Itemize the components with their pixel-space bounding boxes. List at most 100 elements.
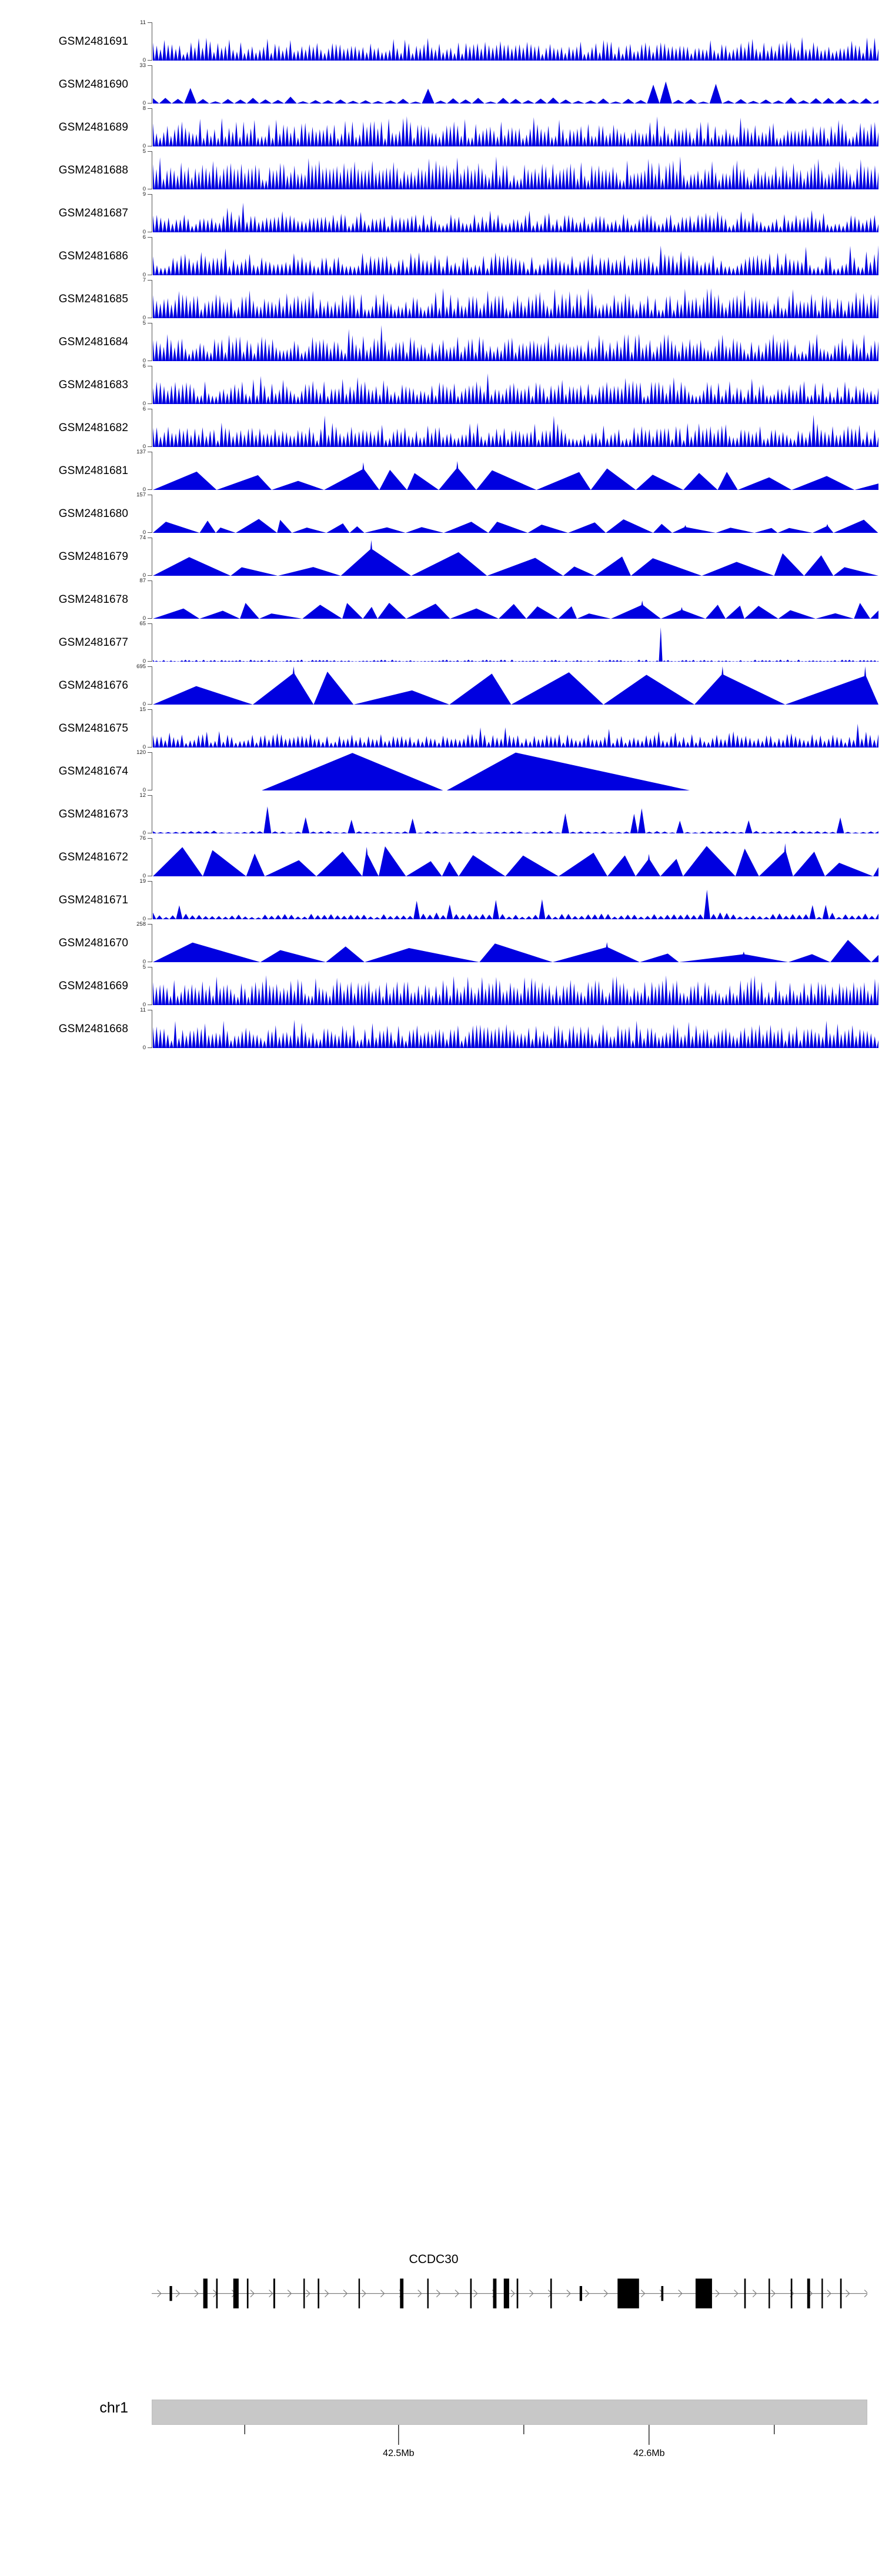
y-axis-min-label: 0 [142, 357, 146, 364]
y-axis-min-label: 0 [142, 743, 146, 750]
track-plot: 157 0 [136, 492, 882, 535]
coverage-plot [153, 538, 878, 576]
y-axis-tick-max [148, 838, 152, 839]
data-track: GSM2481688 5 0 [0, 149, 882, 192]
y-axis-max-label: 695 [136, 663, 146, 670]
y-axis-min-label: 0 [142, 872, 146, 879]
track-label: GSM2481669 [58, 979, 128, 992]
y-axis-tick-min [148, 489, 152, 490]
y-axis-min-label: 0 [142, 1001, 146, 1008]
y-axis-min-label: 0 [142, 443, 146, 450]
track-label: GSM2481689 [58, 121, 128, 134]
y-axis-max-label: 5 [142, 964, 146, 970]
track-label: GSM2481673 [58, 807, 128, 820]
coverage-plot [153, 967, 878, 1005]
y-axis-min-label: 0 [142, 486, 146, 493]
y-axis-max-label: 6 [142, 234, 146, 241]
track-label: GSM2481670 [58, 936, 128, 949]
y-axis-min-label: 0 [142, 400, 146, 407]
data-track: GSM2481686 6 0 [0, 235, 882, 278]
data-track: GSM2481674 120 0 [0, 750, 882, 793]
coverage-plot [153, 709, 878, 748]
y-axis-tick-max [148, 65, 152, 66]
coverage-plot [153, 452, 878, 490]
track-plot: 65 0 [139, 621, 882, 664]
y-axis-tick-max [148, 666, 152, 668]
y-axis-min-label: 0 [142, 915, 146, 922]
y-axis-max-label: 5 [142, 148, 146, 155]
y-axis-min-label: 0 [142, 700, 146, 708]
y-axis-min-label: 0 [142, 958, 146, 965]
track-label: GSM2481684 [58, 335, 128, 348]
y-axis-tick-min [148, 703, 152, 705]
y-axis-tick-min [148, 446, 152, 447]
track-plot: 74 0 [139, 535, 882, 578]
y-axis-min-label: 0 [142, 185, 146, 192]
y-axis-min-label: 0 [142, 56, 146, 64]
y-axis-max-label: 6 [142, 363, 146, 369]
y-axis-tick-max [148, 752, 152, 753]
track-plot: 11 0 [140, 20, 882, 63]
track-plot: 15 0 [139, 707, 882, 750]
gene-model-exons [152, 2275, 867, 2308]
y-axis-tick-max [148, 280, 152, 281]
y-axis-max-label: 258 [136, 921, 146, 927]
data-track: GSM2481678 87 0 [0, 578, 882, 621]
y-axis-min-label: 0 [142, 829, 146, 836]
coverage-plot [153, 65, 878, 104]
y-axis-tick-max [148, 237, 152, 238]
y-axis-tick-min [148, 746, 152, 748]
y-axis-tick-max [148, 151, 152, 152]
y-axis-min-label: 0 [142, 572, 146, 579]
data-track: GSM2481682 6 0 [0, 406, 882, 449]
coverage-plot [153, 752, 878, 790]
gene-name-label: CCDC30 [409, 2253, 459, 2266]
y-axis-tick-max [148, 580, 152, 582]
track-label: GSM2481682 [58, 421, 128, 434]
y-axis-min-label: 0 [142, 271, 146, 278]
coverage-plot [153, 580, 878, 619]
data-track: GSM2481691 11 0 [0, 20, 882, 63]
coverage-plot [153, 623, 878, 662]
data-track: GSM2481677 65 0 [0, 621, 882, 664]
track-plot: 137 0 [136, 449, 882, 492]
chromosome-label: chr1 [99, 2400, 128, 2416]
track-label: GSM2481680 [58, 507, 128, 520]
y-axis-tick-min [148, 532, 152, 533]
coverage-plot [153, 495, 878, 533]
track-label: GSM2481677 [58, 636, 128, 649]
track-label: GSM2481690 [58, 78, 128, 91]
data-track: GSM2481687 9 0 [0, 192, 882, 235]
y-axis-max-label: 74 [139, 535, 146, 541]
coverage-plot [153, 838, 878, 876]
track-plot: 120 0 [136, 750, 882, 793]
y-axis-tick-min [148, 575, 152, 576]
track-plot: 12 0 [139, 793, 882, 836]
coverage-plot [153, 366, 878, 404]
data-track: GSM2481689 8 0 [0, 106, 882, 149]
y-axis-min-label: 0 [142, 658, 146, 665]
coverage-plot [153, 666, 878, 705]
y-axis-tick-max [148, 623, 152, 625]
coverage-plot [153, 795, 878, 833]
gene-model-track: CCDC30 [0, 2253, 882, 2323]
coverage-plot [153, 881, 878, 919]
data-track: GSM2481684 5 0 [0, 321, 882, 363]
track-plot: 695 0 [136, 664, 882, 707]
track-label: GSM2481679 [58, 550, 128, 563]
coverage-plot [153, 151, 878, 189]
y-axis-max-label: 19 [139, 878, 146, 885]
y-axis-max-label: 5 [142, 320, 146, 326]
track-label: GSM2481676 [58, 679, 128, 692]
y-axis-tick-min [148, 403, 152, 404]
coverage-plot [153, 1010, 878, 1048]
track-label: GSM2481681 [58, 464, 128, 477]
y-axis-min-label: 0 [142, 142, 146, 149]
track-label: GSM2481672 [58, 850, 128, 863]
